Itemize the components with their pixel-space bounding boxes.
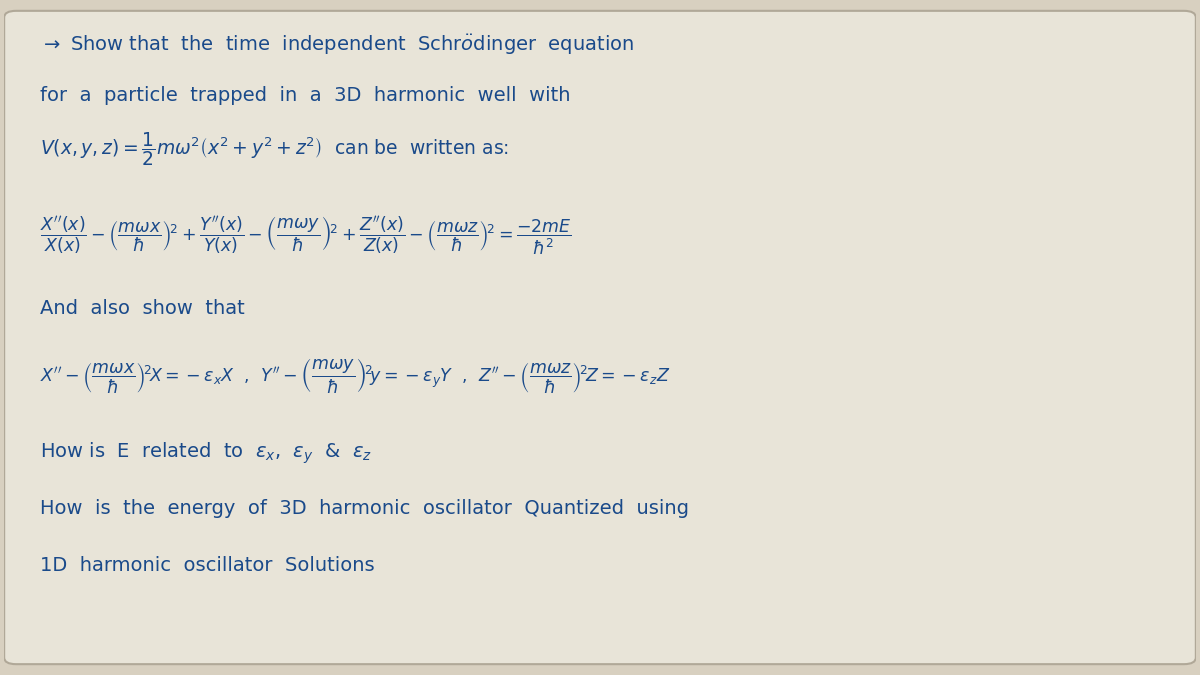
- FancyBboxPatch shape: [4, 11, 1196, 664]
- Text: $\dfrac{X''(x)}{X(x)} - \left(\dfrac{m\omega x}{\hbar}\right)^{\!2}+ \dfrac{Y''(: $\dfrac{X''(x)}{X(x)} - \left(\dfrac{m\o…: [40, 215, 571, 257]
- Text: for  a  particle  trapped  in  a  3D  harmonic  well  with: for a particle trapped in a 3D harmonic …: [40, 86, 570, 105]
- Text: 1D  harmonic  oscillator  Solutions: 1D harmonic oscillator Solutions: [40, 556, 374, 575]
- Text: How is  E  related  to  $\varepsilon_x$,  $\varepsilon_y$  &  $\varepsilon_z$: How is E related to $\varepsilon_x$, $\v…: [40, 440, 372, 466]
- Text: $V(x,y,z) = \dfrac{1}{2}m\omega^2\left(x^2+y^2+z^2\right)$  can be  written as:: $V(x,y,z) = \dfrac{1}{2}m\omega^2\left(x…: [40, 130, 509, 168]
- Text: $X'' - \left(\dfrac{m\omega x}{\hbar}\right)^{\!2}\!X = -\varepsilon_x X$  ,  $Y: $X'' - \left(\dfrac{m\omega x}{\hbar}\ri…: [40, 356, 671, 395]
- Text: $\rightarrow$ Show that  the  time  independent  Schr$\ddot{o}$dinger  equation: $\rightarrow$ Show that the time indepen…: [40, 32, 634, 57]
- Text: And  also  show  that: And also show that: [40, 299, 245, 318]
- Text: How  is  the  energy  of  3D  harmonic  oscillator  Quantized  using: How is the energy of 3D harmonic oscilla…: [40, 500, 689, 518]
